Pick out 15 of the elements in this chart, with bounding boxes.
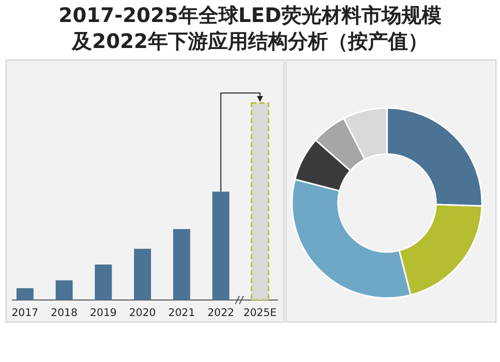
bar bbox=[173, 229, 190, 300]
chart-title: 2017-2025年全球LED荧光材料市场规模及2022年下游应用结构分析（按产值） bbox=[58, 2, 442, 54]
bar bbox=[134, 248, 151, 300]
bar bbox=[94, 264, 112, 300]
x-tick-label: 2020 bbox=[129, 307, 156, 319]
x-tick-label: 2017 bbox=[12, 307, 38, 319]
x-tick-label: 2025E bbox=[243, 307, 277, 319]
bar bbox=[56, 280, 73, 300]
bar bbox=[212, 192, 230, 300]
bar bbox=[16, 288, 34, 300]
x-tick-label: 2021 bbox=[168, 307, 196, 319]
x-tick-label: 2019 bbox=[90, 307, 117, 319]
bar bbox=[250, 102, 270, 301]
x-tick-label: 2022 bbox=[207, 307, 234, 319]
x-tick-label: 2018 bbox=[50, 307, 78, 319]
